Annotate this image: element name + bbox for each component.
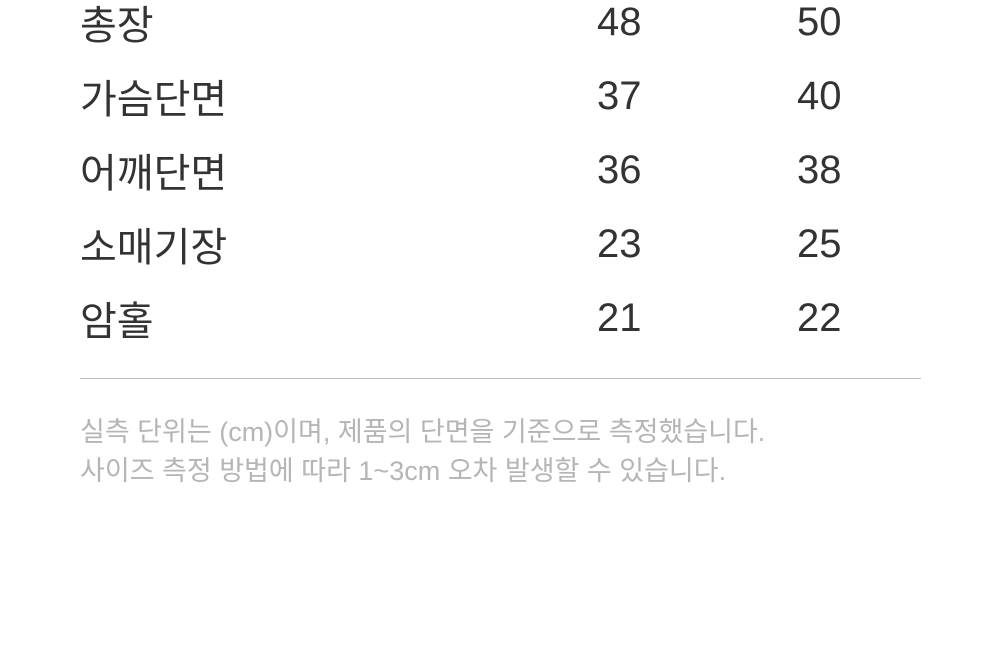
- measurement-label: 암홀: [80, 300, 154, 344]
- divider: [80, 378, 921, 379]
- note-line-1: 실측 단위는 (cm)이며, 제품의 단면을 기준으로 측정했습니다.: [80, 417, 766, 447]
- measurement-label: 소매기장: [80, 226, 228, 270]
- table-row: 암홀 21 22: [80, 281, 1000, 355]
- size-col2-value: 22: [797, 295, 842, 340]
- size-col1-value: 36: [597, 147, 642, 192]
- size-col2-value: 38: [797, 147, 842, 192]
- table-row: 소매기장 23 25: [80, 207, 1000, 281]
- size-col2-value: 50: [797, 0, 842, 44]
- table-row: 어깨단면 36 38: [80, 133, 1000, 207]
- size-table: 총장 48 50 가슴단면 37 40 어깨단면 36 38 소매기장 23 2…: [80, 0, 1000, 355]
- size-col2-value: 25: [797, 221, 842, 266]
- table-row: 총장 48 50: [80, 0, 1000, 59]
- measurement-label: 어깨단면: [80, 152, 228, 196]
- size-col1-value: 37: [597, 73, 642, 118]
- measurement-label: 총장: [80, 4, 154, 48]
- size-col1-value: 48: [597, 0, 642, 44]
- size-col1-value: 23: [597, 221, 642, 266]
- table-row: 가슴단면 37 40: [80, 59, 1000, 133]
- size-col1-value: 21: [597, 295, 642, 340]
- size-col2-value: 40: [797, 73, 842, 118]
- note-line-2: 사이즈 측정 방법에 따라 1~3cm 오차 발생할 수 있습니다.: [80, 456, 727, 486]
- measurement-label: 가슴단면: [80, 78, 228, 122]
- measurement-note: 실측 단위는 (cm)이며, 제품의 단면을 기준으로 측정했습니다. 사이즈 …: [80, 413, 1000, 491]
